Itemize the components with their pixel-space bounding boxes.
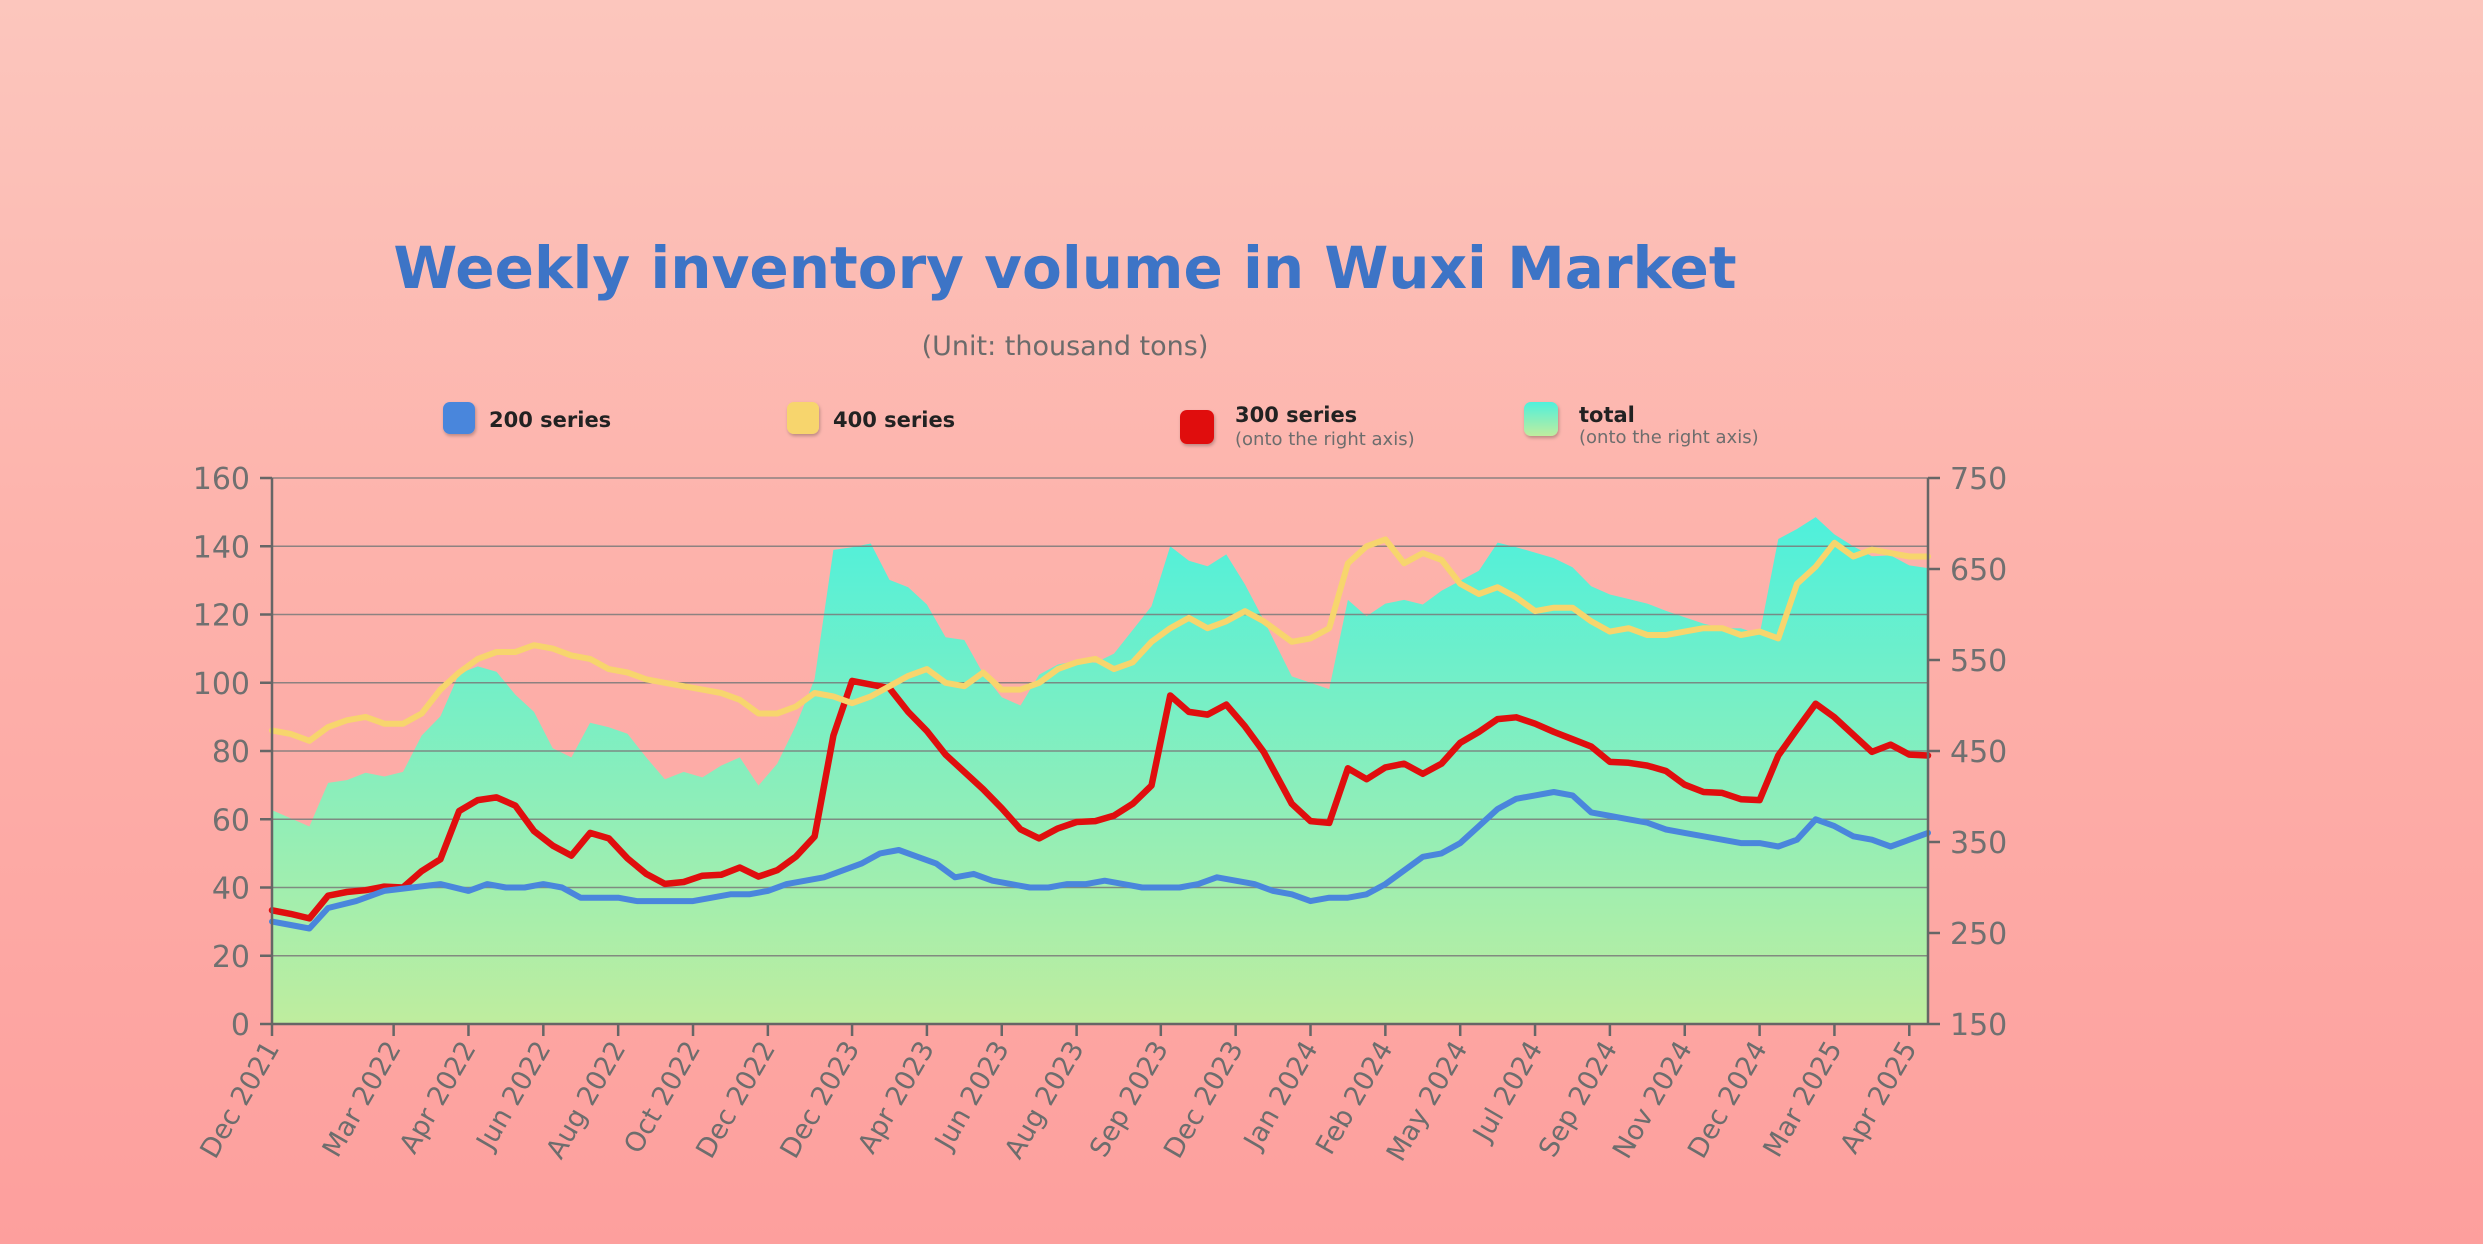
y-right-tick-label: 450 (1950, 735, 2007, 770)
y-right-tick-label: 750 (1950, 462, 2007, 497)
y-left-tick-label: 20 (212, 940, 250, 975)
x-tick-label: Apr 2022 (394, 1036, 483, 1159)
axes (260, 476, 1940, 1036)
series-line-400-series (269, 536, 1931, 744)
y-left-tick-label: 160 (193, 462, 250, 497)
legend-label-200-series: 200 series (489, 408, 611, 432)
y-left-tick-label: 120 (193, 599, 250, 634)
y-left-tick-label: 140 (193, 530, 250, 565)
legend-swatch-200-series (443, 402, 475, 434)
y-left-tick-label: 100 (193, 667, 250, 702)
total-area-layer (272, 517, 1928, 1024)
y-left-tick-label: 80 (212, 735, 250, 770)
x-tick-label: Apr 2023 (852, 1036, 941, 1159)
x-tick-label: Jan 2024 (1237, 1036, 1324, 1156)
x-tick-label: Jul 2024 (1466, 1036, 1549, 1148)
y-right-tick-label: 350 (1950, 826, 2007, 861)
legend-label-total: total (1579, 403, 1635, 427)
legend-item-200-series[interactable]: 200 series (443, 402, 611, 434)
legend-note-300-series: (onto the right axis) (1235, 429, 1415, 450)
legend-label-300-series: 300 series (1235, 403, 1357, 427)
legend: 200 series 400 series 300 series (onto t… (443, 402, 1759, 450)
chart-subtitle: (Unit: thousand tons) (922, 331, 1209, 362)
y-right-tick-label: 650 (1950, 553, 2007, 588)
series-line-300-series (268, 677, 1932, 922)
legend-swatch-total (1524, 402, 1558, 436)
chart-title: Weekly inventory volume in Wuxi Market (393, 234, 1736, 302)
y-left-tick-label: 60 (212, 803, 250, 838)
legend-label-400-series: 400 series (833, 408, 955, 432)
y-right-tick-label: 250 (1950, 917, 2007, 952)
legend-item-400-series[interactable]: 400 series (787, 402, 955, 434)
legend-item-total[interactable]: total (onto the right axis) (1524, 402, 1759, 448)
x-tick-label: Dec 2021 (194, 1036, 286, 1164)
series-line-200-series (269, 789, 1931, 932)
series-area-total (272, 517, 1928, 1024)
y-left-tick-label: 40 (212, 872, 250, 907)
y-left-tick-label: 0 (231, 1008, 250, 1043)
x-tick-label: Jun 2022 (470, 1036, 558, 1157)
legend-note-total: (onto the right axis) (1579, 427, 1759, 448)
series-lines (268, 536, 1932, 932)
y-right-tick-label: 150 (1950, 1008, 2007, 1043)
legend-item-300-series[interactable]: 300 series (onto the right axis) (1180, 403, 1415, 450)
x-tick-label: Jun 2023 (928, 1036, 1016, 1157)
legend-swatch-300-series (1180, 410, 1214, 444)
x-tick-label: Apr 2025 (1835, 1036, 1924, 1159)
legend-swatch-400-series (787, 402, 819, 434)
y-right-tick-label: 550 (1950, 644, 2007, 679)
